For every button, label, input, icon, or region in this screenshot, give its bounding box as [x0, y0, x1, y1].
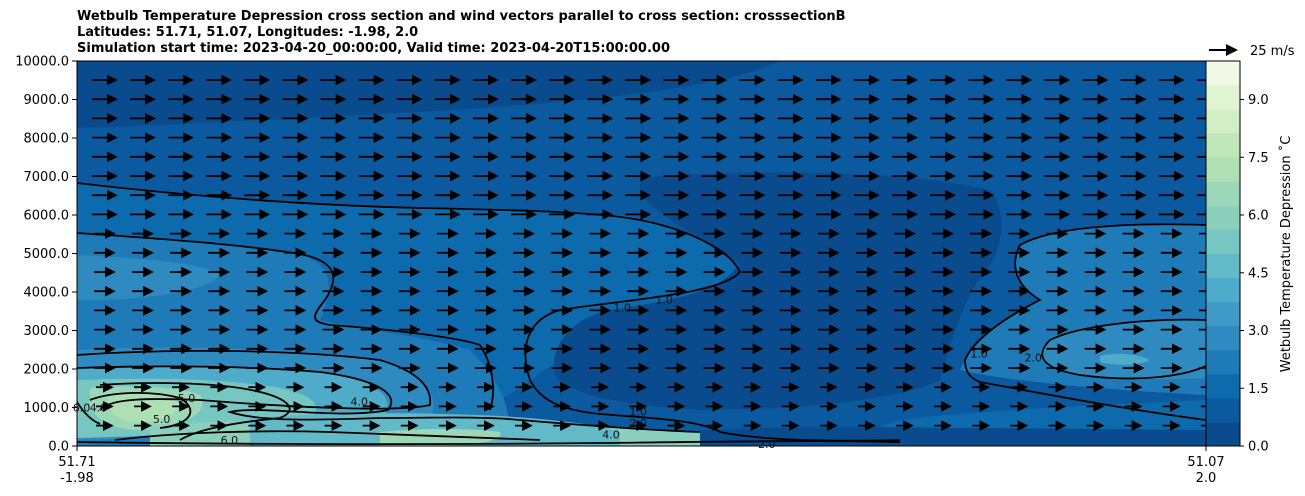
colorbar-segment: [1206, 205, 1240, 230]
colorbar-segment: [1206, 325, 1240, 351]
contour-label: 4.0: [90, 402, 108, 415]
colorbar-tick-label: 1.5: [1248, 382, 1269, 397]
quiver-key: 25 m/s: [1209, 44, 1295, 59]
y-tick-label: 7000.0: [24, 170, 70, 185]
filled-contour-region: [380, 429, 501, 446]
y-tick-label: 8000.0: [24, 132, 70, 147]
colorbar-tick-label: 3.0: [1248, 324, 1269, 339]
contour-label: 4.0: [602, 428, 620, 441]
x-tick-label-lat: 51.71: [58, 455, 95, 470]
colorbar-label: Wetbulb Temperature Depression ˚C: [1278, 136, 1294, 373]
y-axis: 0.0 1000.0 2000.0 3000.0 4000.0 5000.0 6000.0 7…: [15, 55, 77, 455]
colorbar-segment: [1206, 133, 1240, 158]
plot-area: [77, 61, 1206, 446]
contour-line: [77, 440, 901, 445]
contour-line: [1041, 318, 1206, 380]
filled-contour-region: [554, 172, 1002, 410]
quiver-key-label: 25 m/s: [1250, 44, 1295, 59]
contour-label: 2.0: [1025, 351, 1043, 364]
contour-label: 1.0: [614, 301, 632, 314]
title-line-1: Wetbulb Temperature Depression cross sec…: [77, 9, 846, 24]
x-tick-label-lon: 2.0: [1196, 471, 1217, 486]
y-tick-label: 5000.0: [24, 247, 70, 262]
colorbar-segment: [1206, 421, 1240, 447]
colorbar-segment: [1206, 373, 1240, 399]
contour-label: 1.0: [655, 294, 673, 307]
colorbar-segment: [1206, 181, 1240, 206]
colorbar-tick-label: 0.0: [1248, 440, 1269, 455]
filled-contour-region: [1100, 353, 1150, 365]
colorbar-tick-label: 4.5: [1248, 266, 1269, 281]
x-axis: 51.71 -1.98 51.07 2.0: [58, 446, 1225, 486]
colorbar-segment: [1206, 109, 1240, 134]
y-tick-label: 3000.0: [24, 324, 70, 339]
contour-label: 2.0: [629, 417, 647, 430]
contour-label: 6.0: [221, 434, 239, 447]
wind-vectors: [92, 74, 1206, 432]
colorbar-segment: [1206, 349, 1240, 375]
contour-line: [77, 401, 101, 425]
y-tick-label: 1000.0: [24, 401, 70, 416]
colorbar-segment: [1206, 253, 1240, 279]
chart-title: Wetbulb Temperature Depression cross sec…: [77, 9, 846, 56]
contour-line: [77, 349, 432, 411]
title-line-2: Latitudes: 51.71, 51.07, Longitudes: -1.…: [77, 25, 418, 40]
title-line-3: Simulation start time: 2023-04-20_00:00:…: [77, 41, 670, 56]
y-tick-label: 4000.0: [24, 286, 70, 301]
contour-line: [77, 232, 494, 411]
x-tick-label-lon: -1.98: [60, 471, 94, 486]
colorbar-tick-label: 9.0: [1248, 93, 1269, 108]
contour-labels: 1.01.01.02.04.04.05.06.05.04.06.02.01.0 2…: [73, 294, 1042, 451]
filled-contour-region: [700, 427, 1206, 446]
colorbar-segment: [1206, 277, 1240, 303]
colorbar: 0.0 1.5 3.0 4.5 6.0 7.5 9.0: [1205, 60, 1269, 455]
contour-line: [77, 365, 701, 433]
contour-label: 5.0: [178, 392, 196, 405]
y-tick-label: 9000.0: [24, 93, 70, 108]
colorbar-segment: [1206, 301, 1240, 327]
colorbar-segment: [1206, 61, 1240, 86]
contour-line: [114, 430, 541, 441]
colorbar-segment: [1206, 157, 1240, 182]
colorbar-segment: [1206, 85, 1240, 110]
contour-line: [77, 182, 901, 442]
y-tick-label: 10000.0: [15, 55, 69, 70]
contour-label: 4.0: [351, 396, 369, 409]
colorbar-segment: [1206, 397, 1240, 423]
colorbar-frame: [1205, 60, 1241, 447]
y-tick-label: 6000.0: [24, 209, 70, 224]
contour-label: 5.0: [153, 413, 171, 426]
colorbar-segment: [1206, 229, 1240, 254]
x-tick-label-lat: 51.07: [1187, 455, 1224, 470]
contour-label: 2.0: [758, 438, 776, 451]
colorbar-tick-label: 6.0: [1248, 209, 1269, 224]
y-tick-label: 0.0: [48, 440, 69, 455]
y-tick-label: 2000.0: [24, 363, 70, 378]
colorbar-tick-label: 7.5: [1248, 151, 1269, 166]
